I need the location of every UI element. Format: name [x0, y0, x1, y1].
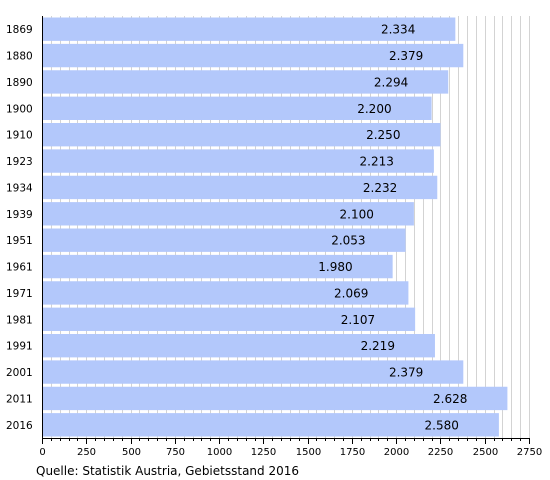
bar-1910 [42, 123, 441, 147]
category-label-1961: 1961 [6, 262, 33, 274]
category-label-2016: 2016 [6, 420, 33, 432]
tick-label-2250: 2250 [428, 447, 453, 458]
bar-1951 [42, 228, 406, 252]
category-label-1880: 1880 [6, 51, 33, 63]
tick-label-1000: 1000 [207, 447, 232, 458]
bar-1991 [42, 334, 435, 358]
category-label-1869: 1869 [6, 24, 33, 36]
tick-label-750: 750 [166, 447, 185, 458]
category-label-1951: 1951 [6, 235, 33, 247]
tick-label-2500: 2500 [473, 447, 498, 458]
bars [42, 17, 508, 437]
value-label-2001: 2.379 [389, 366, 423, 380]
tick-label-1500: 1500 [296, 447, 321, 458]
bar-1923 [42, 149, 434, 173]
category-label-1991: 1991 [6, 341, 33, 353]
value-labels: 2.334 2.379 2.294 2.200 2.250 2.213 2.232 2.100… [318, 23, 467, 433]
tick-label-2000: 2000 [384, 447, 409, 458]
category-label-1939: 1939 [6, 209, 33, 221]
category-label-2001: 2001 [6, 367, 33, 379]
bar-2011 [42, 386, 508, 411]
value-label-1890: 2.294 [374, 75, 408, 89]
bar-2016 [42, 413, 499, 437]
bar-1961 [42, 254, 393, 279]
bar-1880 [42, 43, 464, 68]
category-label-1981: 1981 [6, 314, 33, 326]
tick-label-250: 250 [77, 447, 96, 458]
bar-1939 [42, 202, 414, 226]
tick-label-1250: 1250 [251, 447, 276, 458]
value-label-1900: 2.200 [357, 102, 391, 116]
value-label-2011: 2.628 [433, 392, 467, 406]
tick-label-500: 500 [122, 447, 141, 458]
bar-1971 [42, 281, 409, 305]
category-label-1910: 1910 [6, 130, 33, 142]
bar-1869 [42, 17, 456, 41]
category-label-1934: 1934 [6, 182, 33, 194]
bar-1900 [42, 96, 432, 120]
bar-1981 [42, 307, 416, 331]
value-label-1971: 2.069 [334, 286, 368, 300]
value-label-1961: 1.980 [318, 260, 352, 274]
value-label-1951: 2.053 [331, 234, 365, 248]
category-label-2011: 2011 [6, 393, 33, 405]
tick-label-0: 0 [39, 447, 45, 458]
category-labels: 1869 1880 1890 1900 1910 1923 1934 1939 1951 1961… [6, 24, 33, 432]
source-note: Quelle: Statistik Austria, Gebietsstand … [36, 464, 299, 478]
tick-label-1750: 1750 [340, 447, 365, 458]
value-label-1991: 2.219 [361, 339, 395, 353]
value-label-1923: 2.213 [360, 155, 394, 169]
tick-label-2750: 2750 [517, 447, 542, 458]
value-label-1939: 2.100 [340, 207, 374, 221]
category-label-1890: 1890 [6, 77, 33, 89]
value-label-1869: 2.334 [381, 23, 415, 37]
value-label-1880: 2.379 [389, 49, 423, 63]
bar-1934 [42, 175, 438, 200]
value-label-1934: 2.232 [363, 181, 397, 195]
category-label-1923: 1923 [6, 156, 33, 168]
bar-2001 [42, 360, 464, 384]
value-label-1981: 2.107 [341, 313, 375, 327]
category-label-1900: 1900 [6, 103, 33, 115]
value-label-1910: 2.250 [366, 128, 400, 142]
x-axis: 0 250 500 750 1000 1250 1500 1750 2000 2250 2500 27… [39, 16, 542, 458]
bar-1890 [42, 70, 449, 94]
category-label-1971: 1971 [6, 288, 33, 300]
value-label-2016: 2.580 [425, 418, 459, 432]
